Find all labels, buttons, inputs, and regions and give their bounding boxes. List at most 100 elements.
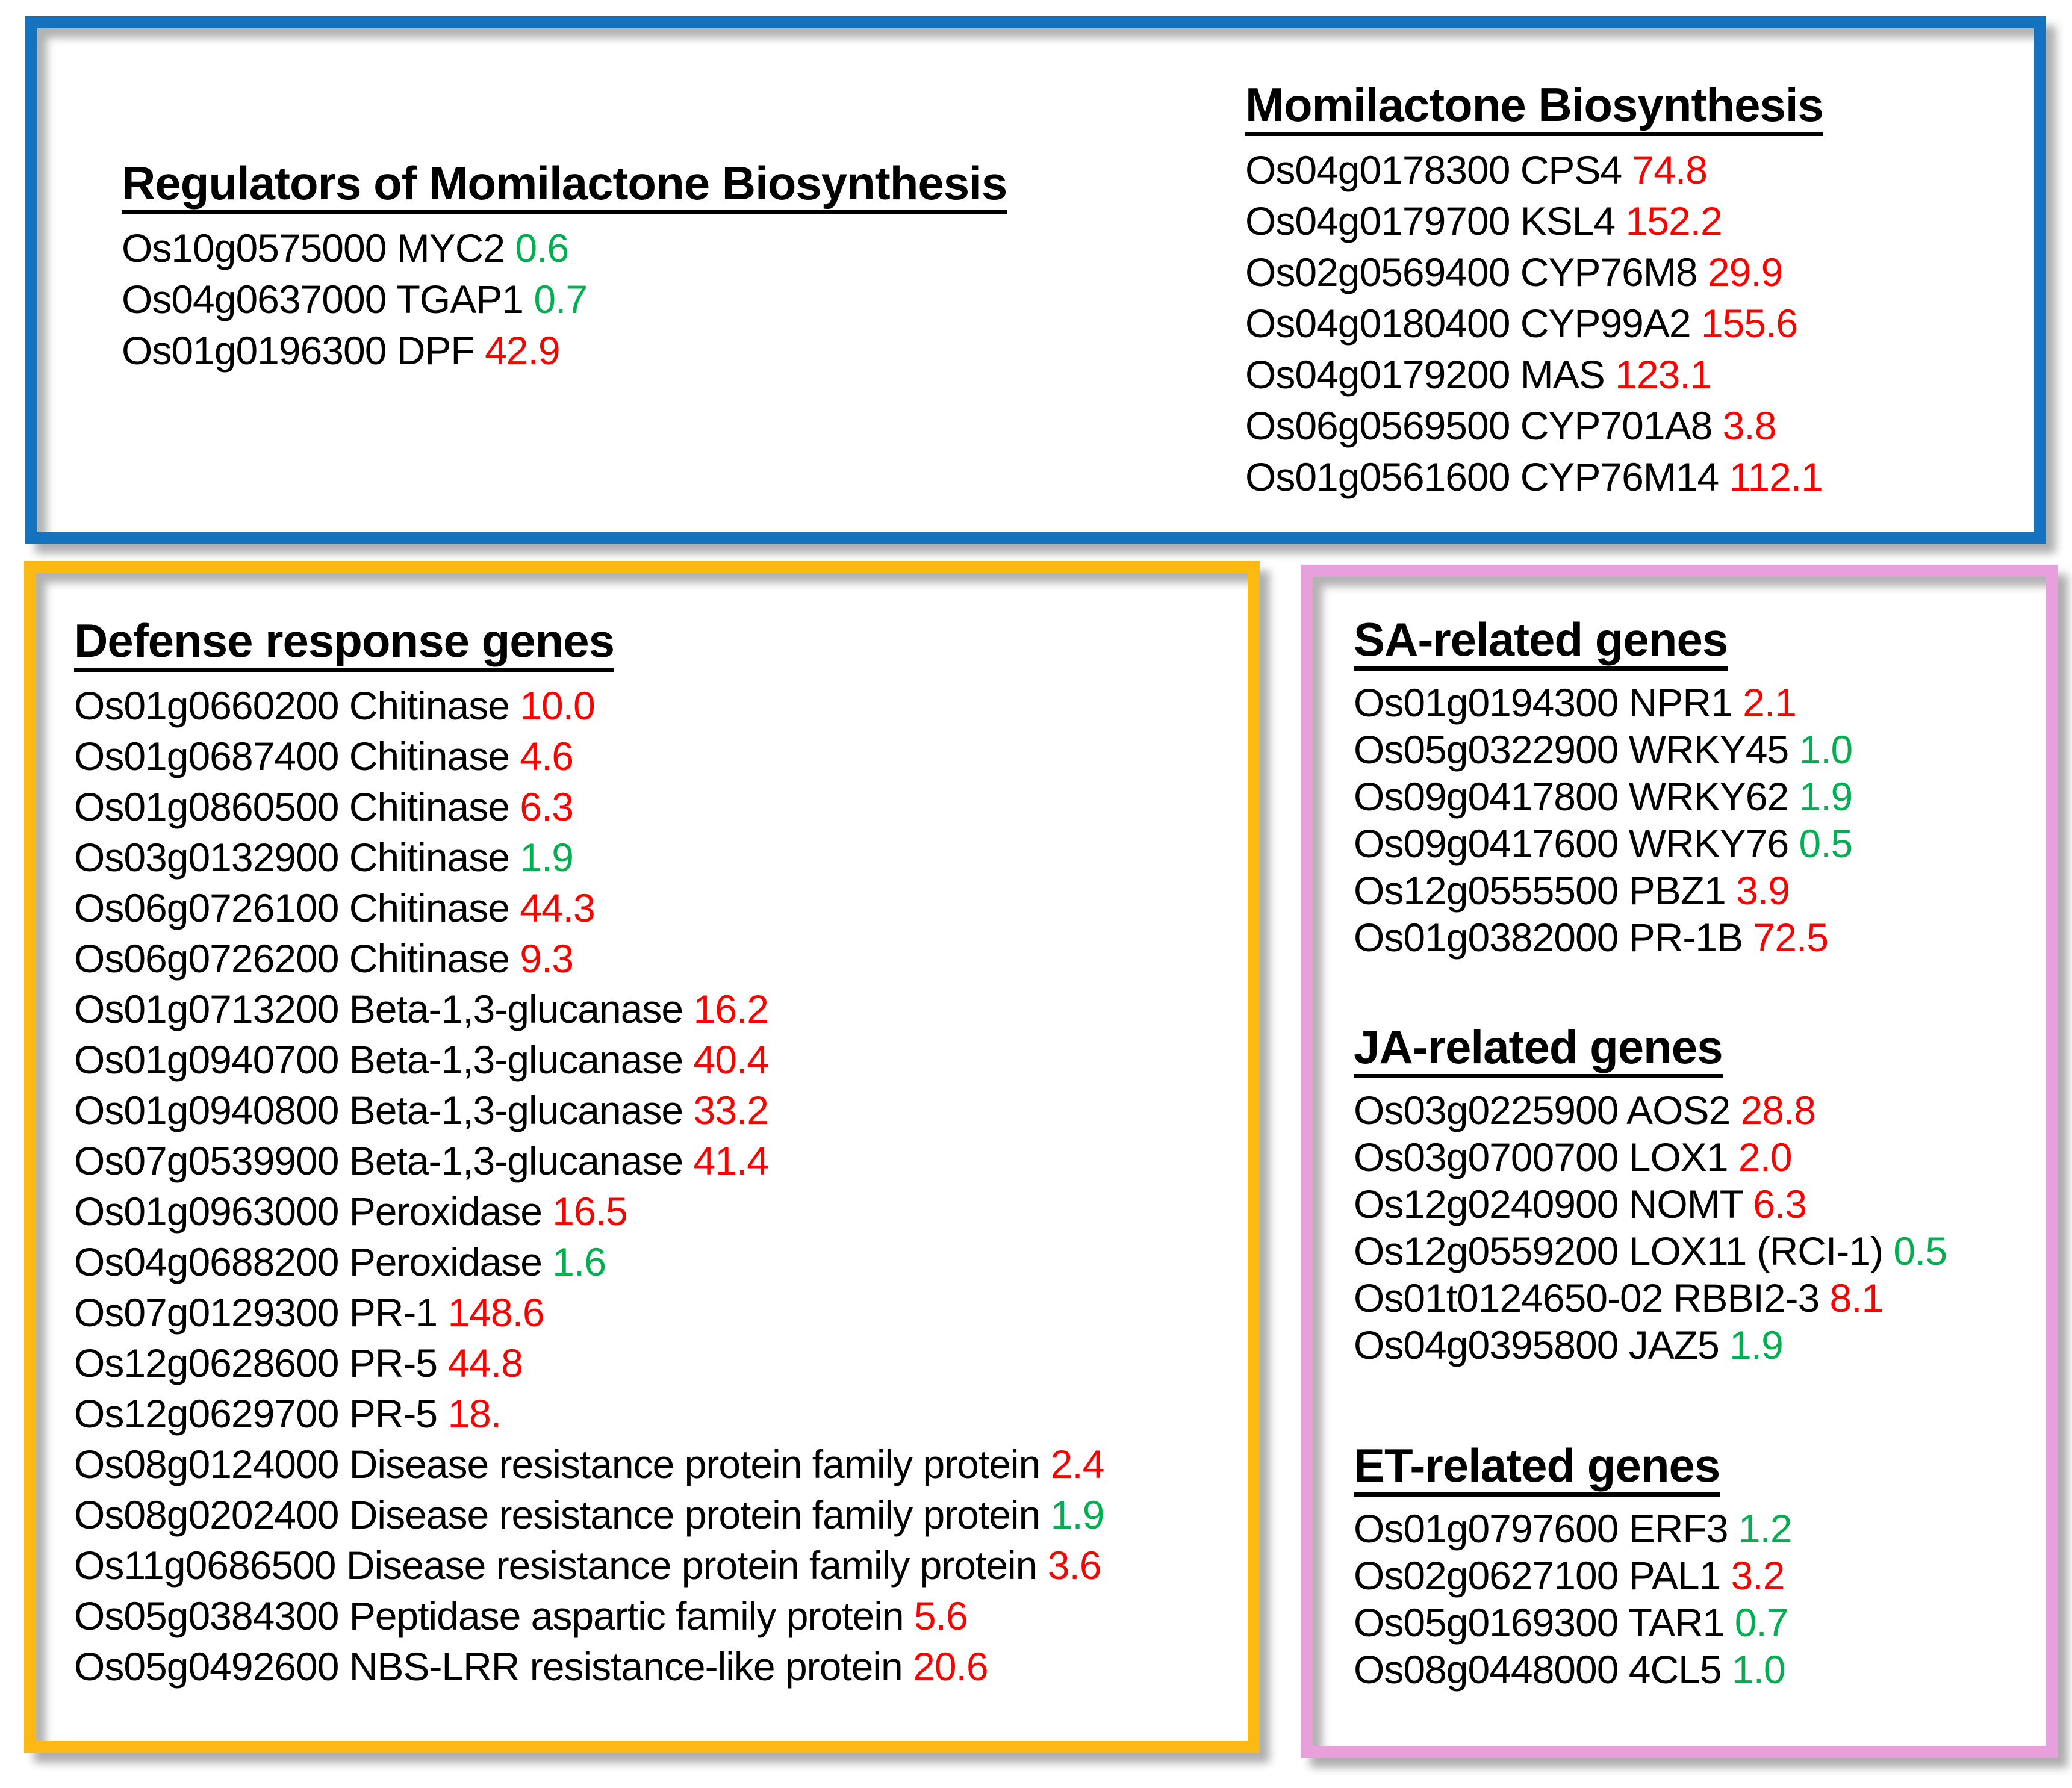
gene-id: Os06g0726200	[74, 936, 339, 981]
gene-id: Os04g0179700	[1245, 199, 1510, 243]
gene-id: Os06g0569500	[1245, 403, 1510, 448]
gene-id: Os12g0559200	[1354, 1229, 1619, 1273]
gene-row: Os04g0180400 CYP99A2 155.6	[1245, 298, 1823, 349]
gene-row: Os01g0660200 Chitinase 10.0	[74, 680, 1104, 731]
gene-row: Os03g0225900 AOS2 28.8	[1354, 1087, 1947, 1134]
gene-row: Os01g0196300 DPF 42.9	[122, 325, 1007, 376]
gene-fold-change-value: 18.	[447, 1391, 502, 1436]
gene-name: LOX11 (RCI-1)	[1628, 1229, 1884, 1273]
gene-id: Os01g0194300	[1354, 680, 1619, 725]
gene-name: CYP99A2	[1520, 301, 1691, 346]
gene-row: Os04g0395800 JAZ5 1.9	[1354, 1321, 1947, 1368]
gene-id: Os05g0169300	[1354, 1600, 1619, 1645]
gene-fold-change-value: 0.6	[515, 226, 569, 270]
gene-id: Os09g0417600	[1354, 821, 1619, 866]
gene-row: Os04g0637000 TGAP1 0.7	[122, 274, 1007, 325]
gene-fold-change-value: 123.1	[1615, 352, 1712, 397]
gene-fold-change-value: 28.8	[1740, 1088, 1816, 1132]
gene-row: Os01t0124650-02 RBBI2-3 8.1	[1354, 1274, 1947, 1321]
gene-fold-change-value: 148.6	[447, 1290, 544, 1335]
gene-row: Os12g0628600 PR-5 44.8	[74, 1338, 1104, 1388]
gene-name: Peroxidase	[349, 1240, 543, 1284]
gene-name: WRKY45	[1628, 727, 1789, 772]
gene-fold-change-value: 44.3	[520, 886, 595, 930]
gene-name: Chitinase	[349, 683, 510, 728]
gene-row: Os02g0569400 CYP76M8 29.9	[1245, 247, 1823, 298]
gene-row: Os05g0384300 Peptidase aspartic family p…	[74, 1591, 1104, 1641]
gene-row: Os05g0169300 TAR1 0.7	[1354, 1599, 1792, 1646]
gene-id: Os12g0629700	[74, 1391, 339, 1436]
gene-name: PR-1	[349, 1290, 438, 1335]
gene-name: TAR1	[1628, 1600, 1725, 1645]
gene-id: Os08g0448000	[1354, 1647, 1619, 1692]
gene-fold-change-value: 8.1	[1829, 1276, 1884, 1320]
gene-row: Os01g0687400 Chitinase 4.6	[74, 731, 1104, 781]
gene-row: Os12g0559200 LOX11 (RCI-1) 0.5	[1354, 1228, 1947, 1274]
section-defense-response-genes: Defense response genes Os01g0660200 Chit…	[74, 617, 1104, 1692]
gene-fold-change-value: 6.3	[520, 784, 574, 829]
gene-row: Os05g0492600 NBS-LRR resistance-like pro…	[74, 1641, 1104, 1692]
gene-name: WRKY76	[1628, 821, 1789, 866]
gene-fold-change-value: 42.9	[485, 328, 560, 373]
gene-fold-change-value: 1.6	[552, 1240, 606, 1284]
gene-row: Os01g0194300 NPR1 2.1	[1354, 679, 1852, 726]
gene-name: Chitinase	[349, 936, 510, 981]
gene-row: Os07g0539900 Beta-1,3-glucanase 41.4	[74, 1135, 1104, 1186]
gene-name: Chitinase	[349, 886, 510, 930]
gene-name: RBBI2-3	[1673, 1276, 1820, 1320]
gene-row: Os01g0713200 Beta-1,3-glucanase 16.2	[74, 984, 1104, 1034]
gene-name: Chitinase	[349, 835, 510, 880]
gene-id: Os01g0940700	[74, 1037, 339, 1082]
gene-id: Os12g0555500	[1354, 868, 1619, 913]
gene-fold-change-value: 3.8	[1722, 403, 1777, 448]
gene-name: PAL1	[1628, 1553, 1722, 1598]
gene-row: Os01g0940800 Beta-1,3-glucanase 33.2	[74, 1085, 1104, 1135]
gene-id: Os02g0627100	[1354, 1553, 1619, 1598]
gene-fold-change-value: 0.7	[534, 277, 588, 321]
gene-id: Os01g0196300	[122, 328, 387, 373]
gene-id: Os04g0178300	[1245, 147, 1510, 192]
gene-name: MYC2	[396, 226, 505, 270]
gene-row: Os01g0940700 Beta-1,3-glucanase 40.4	[74, 1034, 1104, 1085]
gene-id: Os04g0180400	[1245, 301, 1510, 346]
gene-name: Chitinase	[349, 784, 510, 829]
gene-fold-change-value: 2.4	[1050, 1442, 1105, 1486]
gene-fold-change-value: 3.6	[1047, 1543, 1102, 1588]
gene-name: DPF	[396, 328, 475, 373]
gene-fold-change-value: 1.9	[1729, 1323, 1784, 1367]
gene-list: Os01g0797600 ERF3 1.2 Os02g0627100 PAL1 …	[1354, 1505, 1793, 1693]
gene-id: Os12g0628600	[74, 1341, 339, 1385]
gene-id: Os06g0726100	[74, 886, 339, 930]
gene-row: Os09g0417600 WRKY76 0.5	[1354, 820, 1853, 867]
gene-id: Os03g0225900	[1354, 1088, 1619, 1132]
gene-row: Os08g0124000 Disease resistance protein …	[74, 1439, 1104, 1489]
gene-row: Os01g0561600 CYP76M14 112.1	[1245, 452, 1823, 503]
gene-fold-change-value: 29.9	[1707, 250, 1783, 294]
gene-id: Os01g0660200	[74, 683, 339, 728]
section-title: Momilactone Biosynthesis	[1245, 81, 1824, 136]
gene-name: Beta-1,3-glucanase	[349, 987, 683, 1031]
gene-fold-change-value: 44.8	[447, 1341, 523, 1385]
gene-fold-change-value: 16.2	[693, 987, 768, 1031]
gene-id: Os07g0539900	[74, 1138, 339, 1183]
gene-fold-change-value: 155.6	[1700, 301, 1798, 346]
gene-id: Os09g0417800	[1354, 774, 1619, 819]
gene-row: Os03g0700700 LOX1 2.0	[1354, 1134, 1947, 1181]
gene-row: Os09g0417800 WRKY62 1.9	[1354, 773, 1853, 820]
gene-list: Os01g0660200 Chitinase 10.0 Os01g0687400…	[74, 680, 1104, 1692]
gene-name: KSL4	[1520, 199, 1616, 243]
gene-name: Beta-1,3-glucanase	[349, 1138, 683, 1183]
gene-fold-change-value: 3.2	[1731, 1553, 1785, 1598]
gene-row: Os04g0179700 KSL4 152.2	[1245, 196, 1823, 247]
gene-name: JAZ5	[1628, 1323, 1720, 1367]
gene-row: Os10g0575000 MYC2 0.6	[122, 223, 1007, 274]
gene-list: Os03g0225900 AOS2 28.8 Os03g0700700 LOX1…	[1354, 1087, 1947, 1368]
gene-name: CYP76M8	[1520, 250, 1698, 294]
gene-name: WRKY62	[1628, 774, 1789, 819]
gene-name: CPS4	[1520, 147, 1622, 192]
gene-fold-change-value: 1.9	[1799, 774, 1853, 819]
gene-id: Os01g0713200	[74, 987, 339, 1031]
gene-id: Os04g0688200	[74, 1240, 339, 1284]
gene-fold-change-value: 33.2	[693, 1088, 768, 1132]
gene-fold-change-value: 1.9	[520, 835, 574, 880]
